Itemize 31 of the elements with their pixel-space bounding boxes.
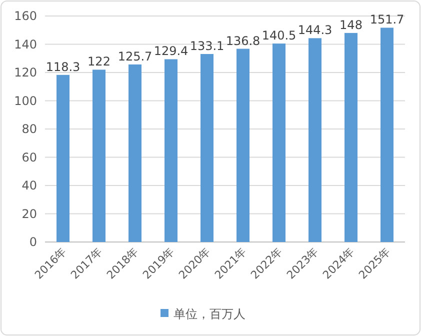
data-label: 125.7	[118, 49, 152, 64]
data-label: 118.3	[46, 60, 80, 74]
y-tick-label: 120	[14, 66, 37, 80]
bar	[344, 32, 358, 242]
bar	[92, 70, 106, 242]
data-label: 140.5	[262, 28, 296, 43]
data-label: 129.4	[154, 44, 188, 58]
bar	[200, 54, 214, 242]
bar	[164, 59, 178, 242]
y-tick-label: 140	[14, 37, 37, 52]
bar	[272, 44, 286, 242]
bar	[308, 38, 322, 242]
legend-label: 单位，百万人	[174, 307, 246, 321]
bar	[128, 64, 142, 242]
data-label: 148	[340, 18, 362, 32]
y-tick-label: 0	[29, 235, 37, 249]
y-tick-label: 160	[14, 9, 37, 23]
data-label: 122	[88, 54, 110, 69]
y-tick-label: 20	[22, 206, 37, 221]
bar	[236, 48, 250, 242]
legend: 单位，百万人	[160, 307, 246, 321]
bar	[380, 28, 394, 242]
y-tick-label: 100	[14, 94, 37, 108]
y-tick-label: 60	[22, 150, 37, 164]
data-label: 136.8	[226, 34, 260, 48]
data-label: 144.3	[298, 23, 332, 38]
y-tick-label: 40	[22, 178, 37, 192]
data-label: 133.1	[190, 38, 224, 53]
data-label: 151.7	[370, 12, 404, 27]
y-tick-label: 80	[22, 122, 37, 136]
bar	[56, 74, 70, 242]
